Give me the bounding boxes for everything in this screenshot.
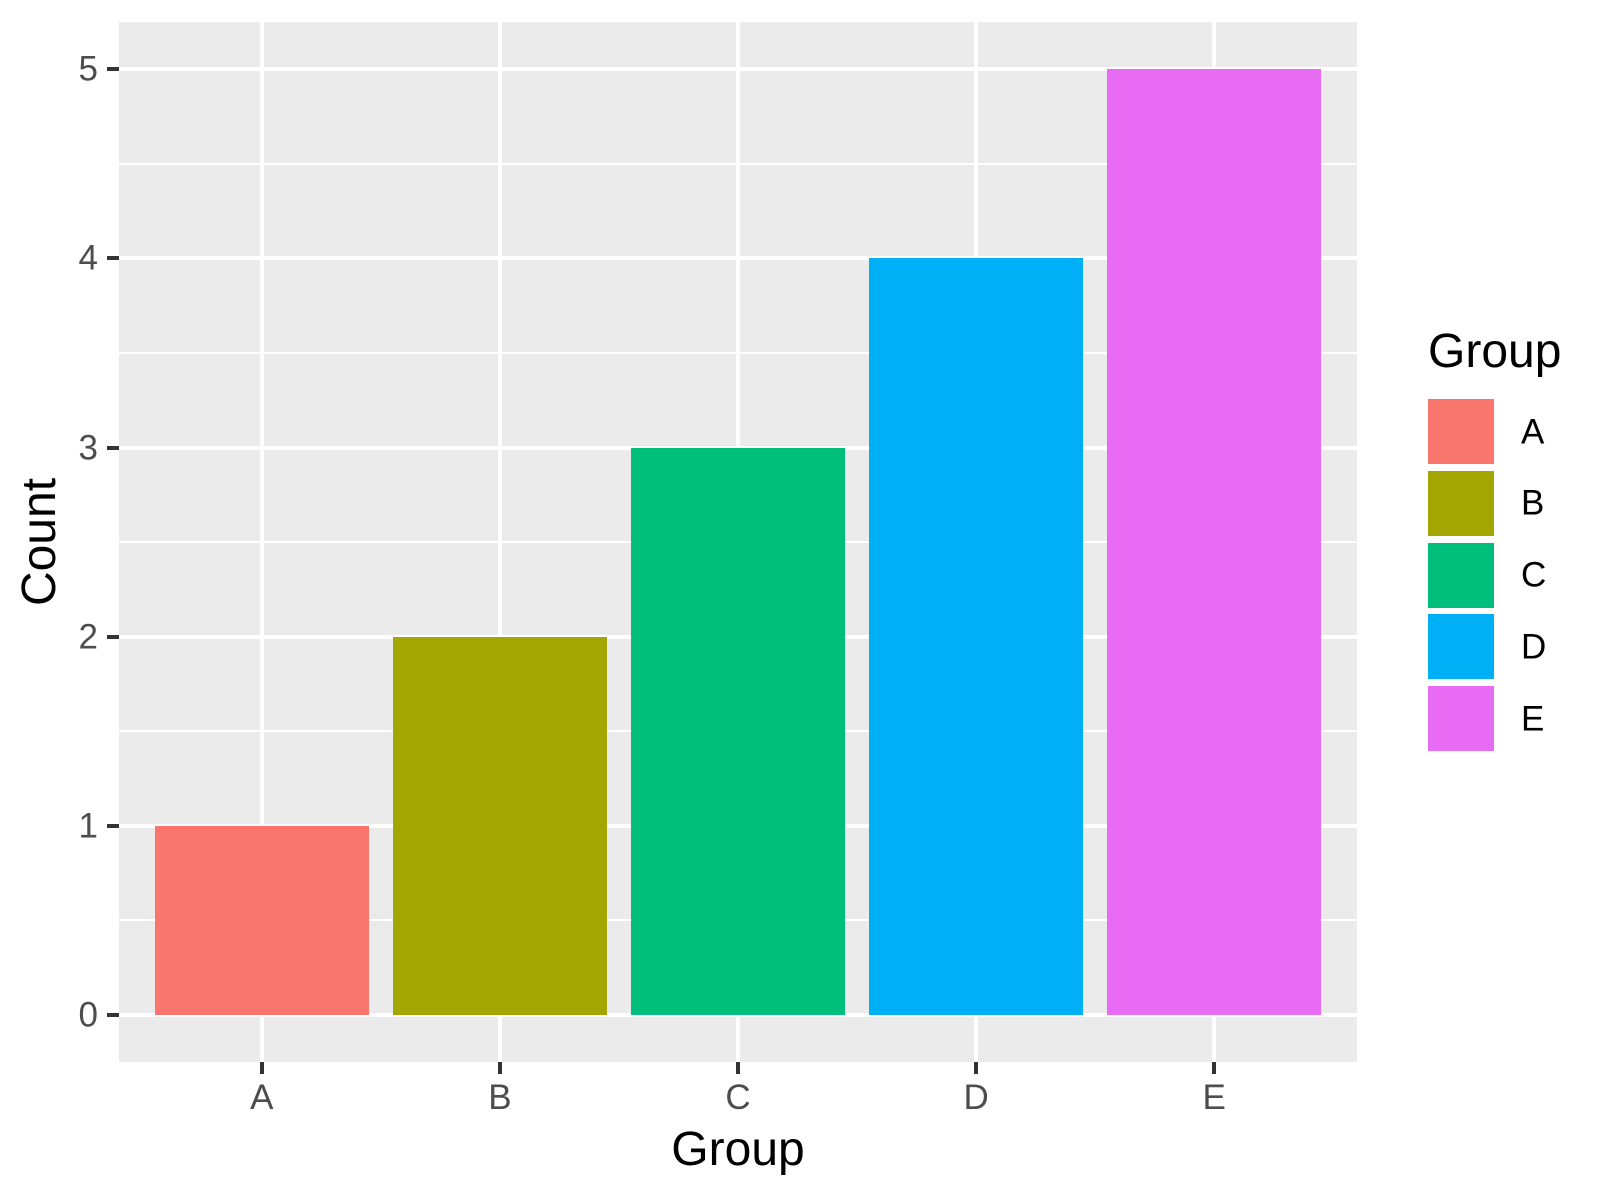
y-tick-label: 1	[78, 806, 98, 846]
y-axis-tick	[107, 823, 119, 828]
x-axis-tick	[974, 1062, 979, 1074]
legend-label-c: C	[1521, 555, 1547, 595]
legend-swatch-c	[1428, 542, 1494, 608]
y-axis-tick	[107, 256, 119, 261]
x-axis-tick	[1212, 1062, 1217, 1074]
x-tick-label: C	[725, 1078, 751, 1117]
bar-c	[630, 447, 846, 1015]
x-axis-tick	[736, 1062, 740, 1074]
bar-d	[868, 258, 1084, 1015]
y-tick-label: 2	[78, 617, 98, 656]
x-tick-label: A	[250, 1078, 274, 1117]
x-tick-label: D	[963, 1078, 989, 1117]
legend-swatch-a	[1428, 399, 1494, 464]
y-tick-label: 4	[78, 238, 98, 278]
legend-title: Group	[1428, 325, 1562, 378]
x-tick-label: B	[488, 1078, 512, 1117]
y-tick-label: 0	[78, 995, 98, 1035]
x-axis-tick	[259, 1062, 264, 1074]
y-axis-tick	[107, 634, 119, 639]
y-tick-label: 3	[78, 428, 98, 467]
legend-label-d: D	[1521, 627, 1547, 667]
legend-label-e: E	[1521, 699, 1545, 738]
y-axis-tick	[107, 445, 119, 450]
x-tick-label: E	[1202, 1078, 1226, 1117]
legend-swatch-d	[1428, 614, 1494, 680]
major-gridline-x	[259, 22, 264, 1062]
legend-swatch-e	[1428, 686, 1494, 751]
bar-e	[1107, 69, 1322, 1015]
plot-panel	[119, 22, 1357, 1062]
y-axis-tick	[107, 67, 119, 72]
x-axis-title: Group	[671, 1123, 805, 1176]
legend-label-a: A	[1521, 412, 1545, 451]
x-axis-tick	[497, 1062, 502, 1074]
bar-a	[154, 825, 369, 1015]
legend-swatch-b	[1428, 470, 1494, 536]
y-axis-title: Count	[13, 477, 66, 607]
major-gridline-x	[497, 22, 502, 1062]
y-axis-tick	[107, 1012, 119, 1017]
bar-b	[392, 636, 608, 1015]
y-tick-label: 5	[78, 49, 98, 89]
legend-label-b: B	[1521, 483, 1545, 523]
